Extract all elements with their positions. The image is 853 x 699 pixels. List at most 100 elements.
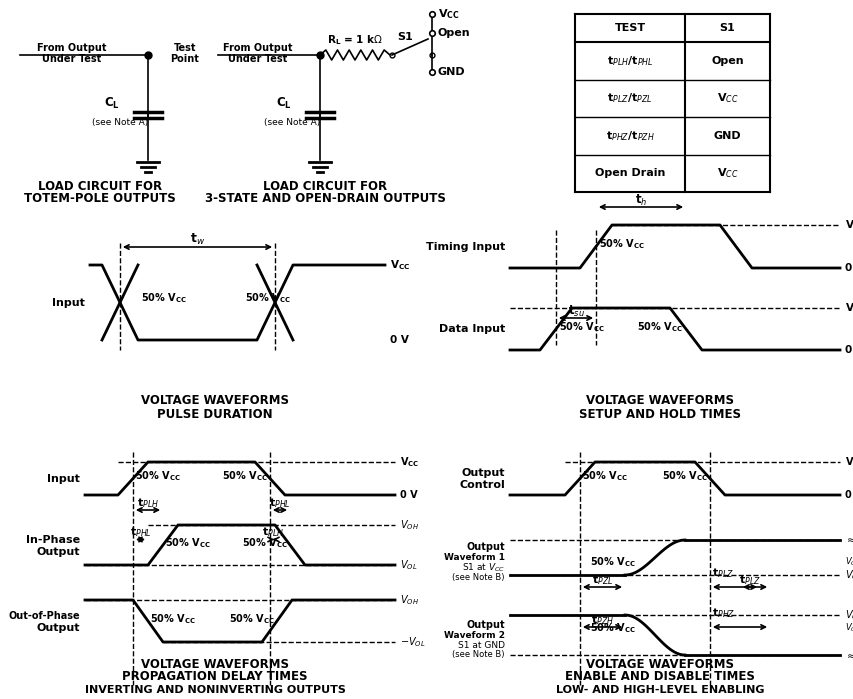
Text: 50% $\mathbf{V_{CC}}$: 50% $\mathbf{V_{CC}}$ — [589, 621, 635, 635]
Text: Point: Point — [171, 54, 200, 64]
Text: 50% $\mathbf{V_{CC}}$: 50% $\mathbf{V_{CC}}$ — [241, 536, 287, 550]
Text: t$_{PLZ}$/t$_{PZL}$: t$_{PLZ}$/t$_{PZL}$ — [606, 92, 652, 105]
Text: $V_{OH}$: $V_{OH}$ — [844, 608, 853, 622]
Text: $V_{OL}$: $V_{OL}$ — [844, 568, 853, 582]
Text: $V_{OH}$: $V_{OH}$ — [399, 518, 419, 532]
Text: LOAD CIRCUIT FOR: LOAD CIRCUIT FOR — [263, 180, 386, 192]
Text: Under Test: Under Test — [43, 54, 102, 64]
Text: 0 V: 0 V — [399, 490, 417, 500]
Text: 50% $\mathbf{V_{CC}}$: 50% $\mathbf{V_{CC}}$ — [636, 320, 682, 334]
Text: 50% $\mathbf{V_{CC}}$: 50% $\mathbf{V_{CC}}$ — [598, 238, 644, 252]
Text: VOLTAGE WAVEFORMS: VOLTAGE WAVEFORMS — [141, 394, 288, 407]
Text: VOLTAGE WAVEFORMS: VOLTAGE WAVEFORMS — [585, 394, 733, 407]
Text: t$_{su}$: t$_{su}$ — [567, 303, 583, 319]
Text: Timing Input: Timing Input — [426, 241, 504, 252]
Text: $\mathbf{R_L}$ = 1 k$\Omega$: $\mathbf{R_L}$ = 1 k$\Omega$ — [327, 33, 383, 47]
Text: 50% $\mathbf{V_{CC}}$: 50% $\mathbf{V_{CC}}$ — [589, 555, 635, 569]
Text: 50% $\mathbf{V_{CC}}$: 50% $\mathbf{V_{CC}}$ — [581, 470, 627, 484]
Text: (see Note A): (see Note A) — [92, 117, 148, 127]
Text: $\approx$0 V: $\approx$0 V — [844, 649, 853, 661]
Text: Under Test: Under Test — [228, 54, 287, 64]
Text: Open: Open — [711, 56, 743, 66]
Text: $-V_{OL}$: $-V_{OL}$ — [399, 635, 425, 649]
Text: t$_{PLH}$/t$_{PHL}$: t$_{PLH}$/t$_{PHL}$ — [606, 54, 653, 68]
Text: 0 V: 0 V — [844, 345, 853, 355]
Text: S1 at GND: S1 at GND — [457, 640, 504, 649]
Text: Waveform 1: Waveform 1 — [444, 553, 504, 562]
Text: TEST: TEST — [613, 23, 645, 33]
Text: $\mathbf{V_{CC}}$: $\mathbf{V_{CC}}$ — [399, 455, 419, 469]
Text: t$_{PLZ}$: t$_{PLZ}$ — [711, 566, 733, 580]
Text: t$_{PHL}$: t$_{PHL}$ — [130, 526, 151, 540]
Text: 0 V: 0 V — [844, 490, 853, 500]
Text: 50% $\mathbf{V_{CC}}$: 50% $\mathbf{V_{CC}}$ — [165, 536, 211, 550]
Text: 50% $\mathbf{V_{CC}}$: 50% $\mathbf{V_{CC}}$ — [141, 291, 187, 305]
Text: Out-of-Phase: Out-of-Phase — [9, 611, 80, 621]
Text: 50% $\mathbf{V_{CC}}$: 50% $\mathbf{V_{CC}}$ — [229, 612, 275, 626]
Text: VOLTAGE WAVEFORMS: VOLTAGE WAVEFORMS — [585, 658, 733, 670]
Text: $\mathbf{V_{CC}}$: $\mathbf{V_{CC}}$ — [438, 7, 459, 21]
Text: Output: Output — [37, 623, 80, 633]
Text: Test: Test — [173, 43, 196, 53]
Text: ENABLE AND DISABLE TIMES: ENABLE AND DISABLE TIMES — [565, 670, 754, 684]
Text: GND: GND — [438, 67, 465, 77]
Text: SETUP AND HOLD TIMES: SETUP AND HOLD TIMES — [578, 408, 740, 421]
Text: Open Drain: Open Drain — [595, 168, 664, 178]
Text: t$_{PZL}$: t$_{PZL}$ — [591, 573, 612, 587]
Text: 50% $\mathbf{V_{CC}}$: 50% $\mathbf{V_{CC}}$ — [559, 320, 604, 334]
Text: Output: Output — [466, 542, 504, 552]
Text: (see Note B): (see Note B) — [452, 573, 504, 582]
Text: GND: GND — [713, 131, 740, 140]
Text: 0 V: 0 V — [390, 335, 409, 345]
Text: 50% $\mathbf{V_{CC}}$: 50% $\mathbf{V_{CC}}$ — [135, 470, 181, 484]
Text: PULSE DURATION: PULSE DURATION — [157, 408, 272, 421]
Text: 0 V: 0 V — [844, 263, 853, 273]
Text: 3-STATE AND OPEN-DRAIN OUTPUTS: 3-STATE AND OPEN-DRAIN OUTPUTS — [205, 192, 445, 206]
Text: $V_{OH}$-0.3 V: $V_{OH}$-0.3 V — [844, 621, 853, 634]
Text: VOLTAGE WAVEFORMS: VOLTAGE WAVEFORMS — [141, 658, 288, 670]
Text: t$_w$: t$_w$ — [189, 231, 205, 247]
Text: S1 at $V_{CC}$: S1 at $V_{CC}$ — [461, 561, 504, 574]
Text: Open: Open — [438, 28, 470, 38]
Text: $\mathbf{C_L}$: $\mathbf{C_L}$ — [276, 96, 292, 110]
Text: $V_{OL}$: $V_{OL}$ — [399, 558, 417, 572]
Text: In-Phase: In-Phase — [26, 535, 80, 545]
Text: t$_{PHZ}$/t$_{PZH}$: t$_{PHZ}$/t$_{PZH}$ — [605, 129, 653, 143]
Text: t$_{PHZ}$: t$_{PHZ}$ — [711, 606, 734, 620]
Text: t$_h$: t$_h$ — [634, 192, 647, 208]
Text: INVERTING AND NONINVERTING OUTPUTS: INVERTING AND NONINVERTING OUTPUTS — [84, 685, 345, 695]
Text: S1: S1 — [397, 32, 412, 42]
Text: 50% $\mathbf{V_{CC}}$: 50% $\mathbf{V_{CC}}$ — [245, 291, 291, 305]
Text: PROPAGATION DELAY TIMES: PROPAGATION DELAY TIMES — [122, 670, 307, 684]
Text: Data Input: Data Input — [438, 324, 504, 334]
Text: $\mathbf{V_{CC}}$: $\mathbf{V_{CC}}$ — [390, 258, 409, 272]
Text: t$_{PLH}$: t$_{PLH}$ — [262, 526, 284, 540]
Text: t$_{PHL}$: t$_{PHL}$ — [269, 496, 291, 510]
Text: 50% $\mathbf{V_{CC}}$: 50% $\mathbf{V_{CC}}$ — [661, 470, 707, 484]
Text: From Output: From Output — [223, 43, 293, 53]
Text: LOAD CIRCUIT FOR: LOAD CIRCUIT FOR — [38, 180, 162, 192]
Text: TOTEM-POLE OUTPUTS: TOTEM-POLE OUTPUTS — [24, 192, 176, 206]
Text: Input: Input — [52, 298, 85, 308]
Text: Waveform 2: Waveform 2 — [444, 630, 504, 640]
Text: $V_{OH}$: $V_{OH}$ — [399, 593, 419, 607]
Text: $\mathbf{C_L}$: $\mathbf{C_L}$ — [104, 96, 119, 110]
Text: 50% $\mathbf{V_{CC}}$: 50% $\mathbf{V_{CC}}$ — [222, 470, 268, 484]
Text: t$_{PLZ}$: t$_{PLZ}$ — [738, 573, 760, 587]
Text: V$_{CC}$: V$_{CC}$ — [716, 166, 737, 180]
Text: (see Note B): (see Note B) — [452, 651, 504, 659]
Text: $\mathbf{V_{CC}}$: $\mathbf{V_{CC}}$ — [844, 455, 853, 469]
Text: t$_{PLH}$: t$_{PLH}$ — [136, 496, 159, 510]
Text: t$_{PZH}$: t$_{PZH}$ — [590, 613, 613, 627]
Text: Output: Output — [461, 468, 504, 479]
Text: $\mathbf{V_{CC}}$: $\mathbf{V_{CC}}$ — [844, 301, 853, 315]
Text: $\approx$$V_{CC}$: $\approx$$V_{CC}$ — [844, 533, 853, 547]
Text: Output: Output — [466, 620, 504, 630]
Text: Input: Input — [47, 473, 80, 484]
Text: Output: Output — [37, 547, 80, 557]
Text: (see Note A): (see Note A) — [264, 117, 320, 127]
Text: $V_{OL}$+0.3 V: $V_{OL}$+0.3 V — [844, 556, 853, 568]
Text: LOW- AND HIGH-LEVEL ENABLING: LOW- AND HIGH-LEVEL ENABLING — [555, 685, 763, 695]
Text: Control: Control — [459, 480, 504, 491]
Text: V$_{CC}$: V$_{CC}$ — [716, 92, 737, 105]
